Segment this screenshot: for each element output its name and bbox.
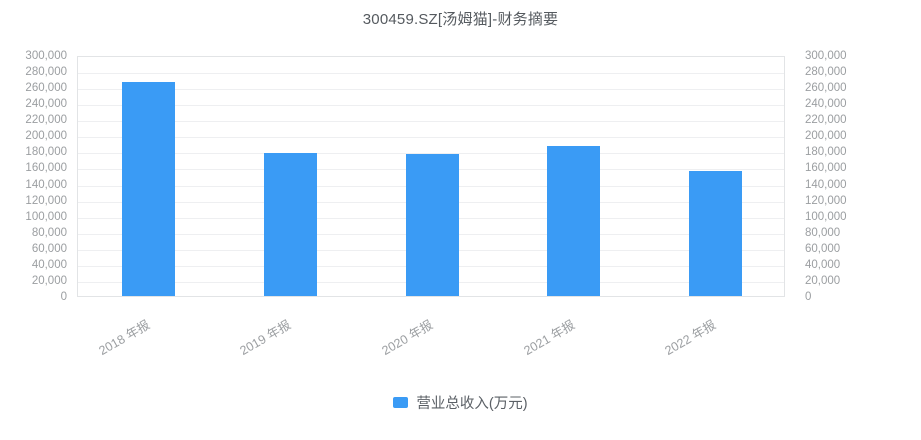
x-axis-tick-label: 2020 年报 xyxy=(379,317,436,359)
gridline xyxy=(78,137,784,139)
x-axis-tick-label: 2021 年报 xyxy=(521,317,577,359)
y-axis-right-tick: 60,000 xyxy=(805,242,841,255)
y-axis-left-tick: 160,000 xyxy=(25,162,67,175)
y-axis-left-tick: 260,000 xyxy=(25,82,67,95)
y-axis-left-tick: 80,000 xyxy=(31,226,67,239)
y-axis-right-tick: 260,000 xyxy=(805,82,847,95)
y-axis-left-tick: 300,000 xyxy=(25,50,67,62)
y-axis-left-tick: 40,000 xyxy=(31,258,67,271)
y-axis-right-tick: 80,000 xyxy=(805,226,841,239)
bar[interactable] xyxy=(688,171,742,296)
y-axis-right-tick: 200,000 xyxy=(805,130,847,143)
y-axis-left-tick: 180,000 xyxy=(25,146,67,159)
y-axis-right-tick: 240,000 xyxy=(805,98,847,111)
y-axis-left-tick: 60,000 xyxy=(31,242,67,255)
x-axis: 2018 年报 2019 年报 2020 年报 2021 年报 2022 年报 xyxy=(77,297,785,367)
y-axis-left-tick: 100,000 xyxy=(25,210,67,223)
bar[interactable] xyxy=(263,152,317,296)
legend-label: 营业总收入(万元) xyxy=(416,396,528,412)
gridline xyxy=(78,73,784,75)
y-axis-left-tick: 280,000 xyxy=(25,66,67,79)
y-axis-right-tick: 140,000 xyxy=(805,178,847,191)
y-axis-right-tick: 100,000 xyxy=(805,210,847,223)
y-axis-right-tick: 120,000 xyxy=(805,194,847,207)
chart-title: 300459.SZ[汤姆猫]-财务摘要 xyxy=(362,11,559,28)
y-axis-right-tick: 0 xyxy=(805,291,812,303)
bar[interactable] xyxy=(547,145,601,296)
y-axis-right-tick: 280,000 xyxy=(805,66,847,79)
gridline xyxy=(78,105,784,107)
y-axis-left-tick: 120,000 xyxy=(25,194,67,207)
y-axis-left-tick: 0 xyxy=(60,291,67,303)
x-axis-tick-label: 2018 年报 xyxy=(96,317,153,359)
y-axis-right-tick: 160,000 xyxy=(805,162,847,175)
y-axis-right-tick: 180,000 xyxy=(805,146,847,159)
y-axis-right: 300,000 280,000 260,000 240,000 220,000 200,0… xyxy=(800,50,872,303)
y-axis-left: 300,000 280,000 260,000 240,000 220,000 200,0… xyxy=(0,50,72,303)
gridline xyxy=(78,121,784,123)
y-axis-left-tick: 220,000 xyxy=(25,114,67,127)
y-axis-left-tick: 20,000 xyxy=(31,274,67,287)
legend-swatch-icon xyxy=(393,397,409,408)
bar[interactable] xyxy=(122,82,176,296)
y-axis-right-tick: 20,000 xyxy=(805,274,841,287)
bar[interactable] xyxy=(405,153,459,296)
gridline xyxy=(78,89,784,91)
y-axis-right-tick: 40,000 xyxy=(805,258,841,271)
x-axis-tick-label: 2019 年报 xyxy=(237,317,294,359)
y-axis-left-tick: 240,000 xyxy=(25,98,67,111)
y-axis-left-tick: 200,000 xyxy=(25,130,67,143)
y-axis-left-tick: 140,000 xyxy=(25,178,67,191)
y-axis-right-tick: 220,000 xyxy=(805,114,847,127)
chart-legend: 营业总收入(万元) xyxy=(0,392,921,413)
y-axis-right-tick: 300,000 xyxy=(805,50,847,62)
plot-area xyxy=(77,56,785,297)
x-axis-tick-label: 2022 年报 xyxy=(662,317,719,359)
